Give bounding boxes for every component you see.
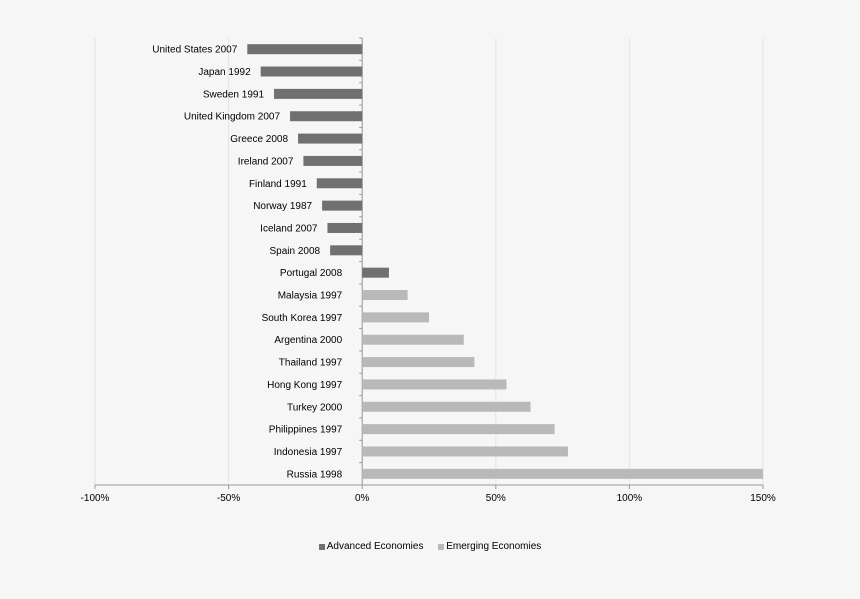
bar xyxy=(362,446,568,457)
category-label: Finland 1991 xyxy=(249,179,307,190)
bar xyxy=(247,44,363,55)
bar xyxy=(362,468,763,479)
bar xyxy=(330,245,363,256)
bar xyxy=(298,133,363,144)
category-label: Japan 1992 xyxy=(198,67,251,78)
category-label: Spain 2008 xyxy=(270,246,321,257)
category-label: Thailand 1997 xyxy=(279,358,343,369)
x-tick-label: 150% xyxy=(750,493,776,504)
bar xyxy=(260,66,363,77)
x-tick-label: -100% xyxy=(81,493,110,504)
bar xyxy=(362,290,408,301)
category-label: Argentina 2000 xyxy=(274,335,342,346)
x-tick-label: 50% xyxy=(486,493,506,504)
category-label: Indonesia 1997 xyxy=(274,447,343,458)
bar xyxy=(322,200,363,211)
legend-item-advanced: Advanced Economies xyxy=(318,541,424,552)
legend-label-emerging: Emerging Economies xyxy=(446,541,542,552)
legend-swatch-emerging xyxy=(438,543,445,550)
bar xyxy=(362,424,555,435)
category-label: Iceland 2007 xyxy=(260,223,318,234)
bar xyxy=(274,88,363,99)
legend-item-emerging: Emerging Economies xyxy=(438,541,541,552)
category-label: Philippines 1997 xyxy=(269,425,343,436)
legend: Advanced Economies Emerging Economies xyxy=(0,541,860,553)
bar xyxy=(316,178,363,189)
category-label: Hong Kong 1997 xyxy=(267,380,343,391)
category-label: Sweden 1991 xyxy=(203,89,265,100)
bar xyxy=(362,357,475,368)
category-label: United Kingdom 2007 xyxy=(184,112,281,123)
legend-swatch-advanced xyxy=(318,543,325,550)
bar xyxy=(327,222,363,233)
legend-label-advanced: Advanced Economies xyxy=(326,541,424,552)
category-label: South Korea 1997 xyxy=(262,313,343,324)
category-label: United States 2007 xyxy=(152,45,237,56)
category-label: Malaysia 1997 xyxy=(278,291,343,302)
bar xyxy=(362,312,429,323)
bar xyxy=(362,267,389,278)
category-label: Russia 1998 xyxy=(287,469,343,480)
category-label: Ireland 2007 xyxy=(238,156,294,167)
bar xyxy=(362,334,464,345)
category-label: Portugal 2008 xyxy=(280,268,343,279)
category-label: Greece 2008 xyxy=(230,134,288,145)
bar xyxy=(362,401,531,412)
bar xyxy=(303,155,363,166)
x-tick-label: 0% xyxy=(355,493,370,504)
x-tick-label: -50% xyxy=(217,493,240,504)
category-label: Turkey 2000 xyxy=(287,402,343,413)
category-label: Norway 1987 xyxy=(253,201,312,212)
x-tick-label: 100% xyxy=(617,493,643,504)
bar xyxy=(362,379,507,390)
bar xyxy=(290,111,363,122)
